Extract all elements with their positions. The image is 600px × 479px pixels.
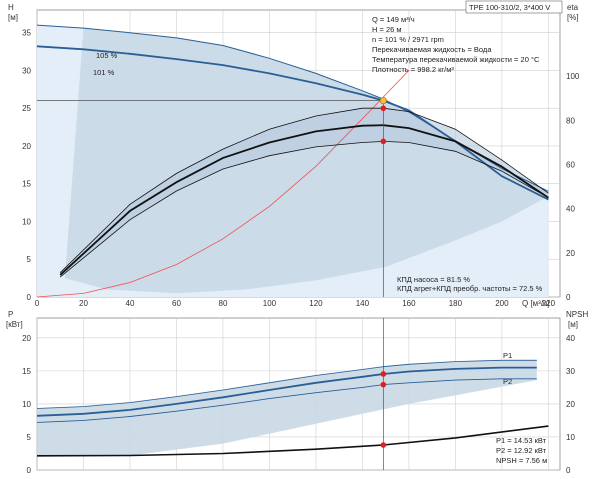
duty-info: Q = 149 м³/ч H = 26 м n = 101 % / 2971 r…	[372, 15, 540, 74]
p-axis-label: P	[8, 310, 13, 319]
series-label-p1: P1	[503, 351, 512, 360]
bottom-bands	[37, 359, 537, 457]
p-tick-3: 15	[22, 367, 31, 376]
value-p2: P2 = 12.92 кВт	[496, 446, 547, 455]
bottom-points	[380, 371, 387, 448]
p2-curve	[36, 378, 537, 423]
q-tick-6: 120	[309, 299, 323, 308]
info-line-q: Q = 149 м³/ч	[372, 15, 415, 24]
h-tick-1: 5	[27, 255, 32, 264]
system-curve	[36, 70, 410, 298]
p1-curve	[36, 366, 537, 417]
q-tick-1: 20	[79, 299, 88, 308]
value-npsh: NPSH = 7.56 м	[496, 456, 547, 465]
power-npsh-plot: 0 5 10 15 20 0 10 20 30 40 P [кВт] NPSH [м] P1 P2…	[6, 310, 588, 475]
eta-curve-main	[59, 124, 549, 276]
npsh-tick-2: 20	[566, 400, 575, 409]
eta-tick-4: 80	[566, 116, 575, 125]
top-operating-band	[64, 28, 549, 294]
bottom-marker-2	[380, 442, 387, 448]
p-tick-0: 0	[27, 466, 32, 474]
info-line-h: H = 26 м	[372, 25, 402, 34]
top-curves	[36, 24, 549, 298]
npsh-axis-unit: [м]	[568, 320, 578, 329]
q-tick-11: 220	[542, 299, 556, 308]
bottom-marker-0	[380, 371, 387, 377]
h-tick-4: 20	[22, 142, 31, 151]
q-tick-10: 200	[495, 299, 509, 308]
info-line-temperature: Температура перекачиваемой жидкости = 20…	[372, 55, 540, 64]
top-bands	[37, 25, 549, 297]
npsh-axis-label: NPSH	[566, 310, 588, 319]
eta-tick-3: 60	[566, 161, 575, 170]
eta-tick-1: 20	[566, 249, 575, 258]
bottom-values: P1 = 14.53 кВт P2 = 12.92 кВт NPSH = 7.5…	[496, 436, 547, 465]
product-label-box: TPE 100-310/2, 3*400 V	[465, 0, 563, 14]
p-tick-1: 5	[27, 433, 32, 442]
pump-efficiency-note: КПД насоса = 81.5 %	[397, 275, 470, 284]
npsh-tick-0: 0	[566, 466, 571, 474]
h-axis-label: H	[8, 3, 14, 12]
h-tick-3: 15	[22, 180, 31, 189]
eta-axis-unit: [%]	[567, 13, 579, 22]
top-points	[379, 97, 387, 145]
q-tick-3: 60	[172, 299, 181, 308]
h-tick-5: 25	[22, 104, 31, 113]
bottom-ticks: 0 5 10 15 20 0 10 20 30 40	[22, 334, 575, 475]
q-tick-9: 180	[449, 299, 463, 308]
p1-upper-curve	[36, 359, 537, 409]
h-tick-7: 35	[22, 29, 31, 38]
q-tick-2: 40	[126, 299, 135, 308]
bottom-marker-1	[380, 381, 387, 388]
p-tick-4: 20	[22, 334, 31, 343]
bottom-curves	[36, 318, 549, 470]
unit-efficiency-note: КПД агрег+КПД преобр. частоты = 72.5 %	[397, 284, 543, 293]
top-ticks: 0 20 40 60 80 100 120 140 160 180 200 2200510152025…	[22, 29, 580, 308]
h-tick-0: 0	[27, 293, 32, 302]
p-axis-unit: [кВт]	[6, 320, 23, 329]
eta-tick-0: 0	[566, 293, 571, 302]
q-tick-0: 0	[35, 299, 40, 308]
efficiency-band	[60, 108, 549, 278]
npsh-curve	[36, 425, 549, 457]
h-axis-unit: [м]	[8, 13, 18, 22]
eta-axis-label: eta	[567, 3, 579, 12]
npsh-tick-3: 30	[566, 367, 575, 376]
top-marker-1	[380, 138, 387, 145]
eta-tick-5: 100	[566, 72, 580, 81]
q-tick-7: 140	[356, 299, 370, 308]
info-line-density: Плотность = 998.2 кг/м³	[372, 65, 454, 74]
q-axis-label: Q [м³/ч]	[522, 299, 549, 308]
eta-tick-2: 40	[566, 205, 575, 214]
value-p1: P1 = 14.53 кВт	[496, 436, 547, 445]
q-tick-5: 100	[263, 299, 277, 308]
npsh-tick-1: 10	[566, 433, 575, 442]
eta-curve-unit	[59, 140, 549, 278]
h-tick-6: 30	[22, 66, 31, 75]
npsh-tick-4: 40	[566, 334, 575, 343]
top-marker-2	[380, 105, 387, 112]
head-efficiency-plot: 0 20 40 60 80 100 120 140 160 180 200 2200510152025…	[8, 0, 580, 308]
curve-label-105: 105 %	[96, 51, 118, 60]
efficiency-notes: КПД насоса = 81.5 % КПД агрег+КПД преобр…	[397, 275, 543, 293]
info-line-n: n = 101 % / 2971 rpm	[372, 35, 444, 44]
curve-label-101: 101 %	[93, 68, 115, 77]
top-marker-0	[379, 97, 387, 105]
info-line-liquid: Перекачиваемая жидкость = Вода	[372, 45, 492, 54]
power-band	[37, 359, 537, 457]
q-tick-8: 160	[402, 299, 416, 308]
h-tick-2: 10	[22, 217, 31, 226]
p-tick-2: 10	[22, 400, 31, 409]
eta-curve-pump	[59, 107, 549, 273]
product-label: TPE 100-310/2, 3*400 V	[469, 3, 550, 12]
series-label-p2: P2	[503, 377, 512, 386]
q-tick-4: 80	[219, 299, 228, 308]
